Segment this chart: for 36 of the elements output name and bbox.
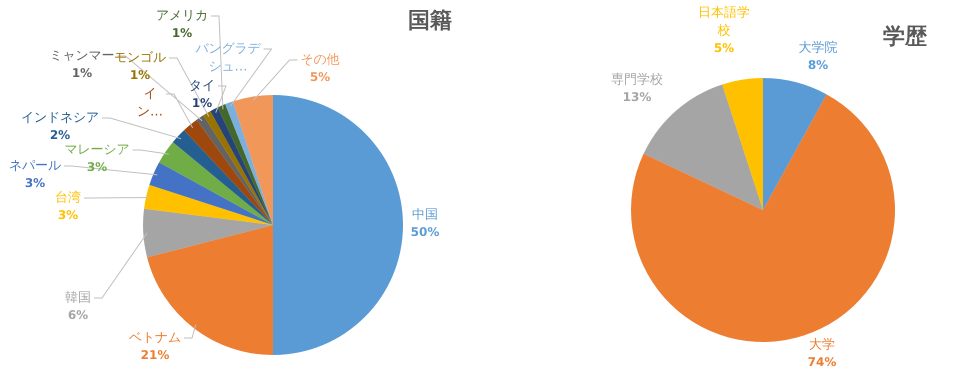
chart-title: 国籍 xyxy=(408,8,452,34)
slice-label: 台湾 xyxy=(55,189,81,206)
data-label: 1% xyxy=(72,66,92,80)
slice-label: バングラデシュ… xyxy=(194,41,262,74)
slice-label: 韓国 xyxy=(65,290,91,306)
data-label: 13% xyxy=(622,90,652,104)
data-label: 1% xyxy=(130,68,150,82)
data-label: 1% xyxy=(172,26,192,40)
data-label: 1% xyxy=(192,96,212,110)
slice-label: インドネシア xyxy=(21,110,99,126)
slice-label: アメリカ xyxy=(156,8,208,24)
slice-label: 大学 xyxy=(809,337,835,352)
slice-label: ベトナム xyxy=(129,330,181,346)
slice-label: 専門学校 xyxy=(611,72,663,88)
data-label: 2% xyxy=(50,128,70,142)
slice-label: ミャンマー xyxy=(50,48,114,64)
data-label: 21% xyxy=(140,348,170,362)
slice-label: 中国 xyxy=(412,207,438,222)
slice-label: タイ xyxy=(189,78,215,94)
data-label: 3% xyxy=(58,208,78,222)
slice-label: ネパール xyxy=(9,158,61,174)
slice-label: その他 xyxy=(300,52,340,68)
slice-label: イン… xyxy=(137,86,163,120)
data-label: 5% xyxy=(714,41,734,56)
data-label: 74% xyxy=(808,355,836,370)
data-label: 5% xyxy=(310,70,330,84)
slice-label: 大学院 xyxy=(798,40,838,56)
slice-label: モンゴル xyxy=(114,50,166,66)
slice-label: マレーシア xyxy=(64,142,130,158)
data-label: 3% xyxy=(86,160,108,174)
data-label: 3% xyxy=(24,176,46,190)
data-label: 50% xyxy=(410,225,440,240)
text: 学歴 xyxy=(883,24,927,50)
data-label: 8% xyxy=(808,58,828,72)
slice-label: 日本語学校 xyxy=(698,5,750,38)
data-label: 6% xyxy=(68,308,88,322)
